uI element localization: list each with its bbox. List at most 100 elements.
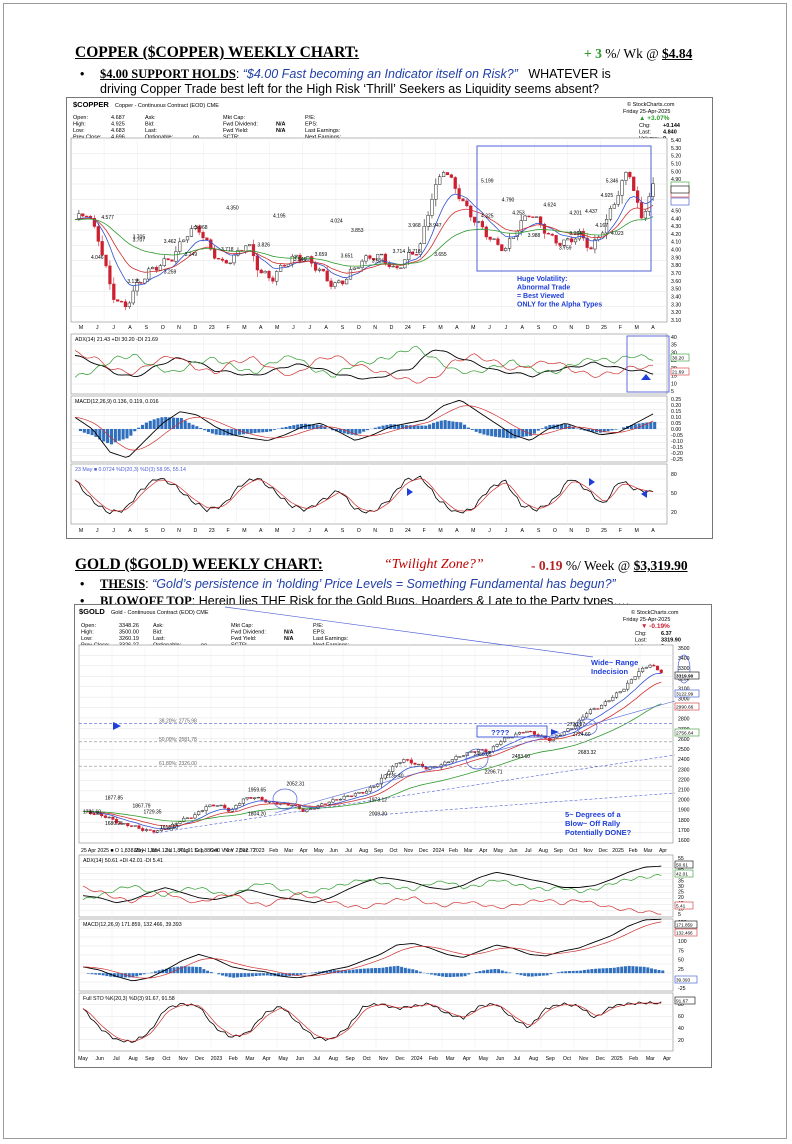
gold-candle — [417, 763, 421, 766]
copper-candle — [554, 235, 558, 244]
gold-macd-hist — [650, 968, 654, 974]
copper-macd-hist — [179, 418, 183, 429]
copper-price-axis-label: 4.30 — [671, 224, 681, 230]
copper-macd-axis-label: 0.00 — [671, 427, 681, 433]
gold-macd-axis-label: 100 — [678, 939, 687, 945]
gold-macd-hist — [620, 966, 624, 974]
gold-desc: Gold - Continuous Contract (EOD) CME — [111, 610, 209, 616]
copper-candle — [247, 244, 252, 247]
copper-candle — [170, 259, 174, 262]
gold-x-label-bottom: Oct — [363, 1056, 372, 1062]
copper-price-axis-label: 5.30 — [671, 146, 681, 152]
copper-price-label: 4.350 — [226, 206, 239, 212]
gold-candle — [238, 803, 242, 806]
gold-macd-hist — [221, 973, 225, 976]
copper-macd-hist — [397, 424, 401, 429]
copper-macd-hist — [106, 429, 110, 444]
copper-candle — [438, 176, 442, 185]
copper-macd-hist — [513, 429, 517, 439]
copper-candle — [628, 172, 632, 178]
copper-candle — [542, 223, 547, 234]
copper-x-label-bottom: J — [292, 528, 295, 534]
copper-macd-hist — [579, 429, 583, 430]
gold-price-label: 2683.32 — [578, 750, 596, 756]
copper-macd-hist — [311, 424, 315, 429]
stat-value: 4.840 — [663, 130, 677, 136]
gold-x-label: Apr — [479, 848, 487, 854]
copper-candle — [550, 233, 554, 236]
copper-adx-highlight — [626, 335, 670, 393]
copper-macd-hist — [412, 425, 416, 429]
copper-x-label: A — [128, 325, 132, 331]
copper-macd-hist — [230, 429, 234, 436]
copper-candle — [96, 226, 100, 242]
gold-candle — [212, 804, 216, 807]
copper-candle — [465, 200, 469, 207]
gold-candle — [178, 821, 182, 824]
gold-macd-hist — [448, 973, 452, 978]
copper-macd-axis-label: -0.10 — [671, 439, 683, 445]
gold-x-label-bottom: Mar — [245, 1056, 254, 1062]
gold-macd-hist — [590, 969, 594, 974]
gold-macd-hist — [500, 970, 504, 974]
gold-price-axis-label: 2500 — [678, 747, 690, 753]
gold-x-label-bottom: Aug — [529, 1056, 538, 1062]
copper-macd-hist — [191, 424, 195, 429]
stat-label: Fwd Yield: — [223, 128, 249, 134]
gold-candle — [96, 813, 100, 815]
gold-macd-hist — [165, 968, 169, 974]
gold-annotation-top: Indecision — [591, 667, 629, 676]
copper-macd-hist — [164, 416, 168, 429]
copper-macd-hist — [140, 424, 145, 429]
copper-sto-label: 23 May ■ 0.0724 %D(20,3) %D(3) 58.95, 55… — [75, 467, 186, 473]
copper-x-label-bottom: M — [438, 528, 442, 534]
copper-macd-hist — [195, 426, 199, 429]
gold-candle — [189, 817, 193, 819]
gold-candle — [133, 825, 137, 827]
copper-x-label-bottom: S — [537, 528, 541, 534]
gold-candle — [129, 825, 134, 827]
copper-macd-hist — [645, 422, 649, 429]
copper-price-label: 3.259 — [164, 270, 177, 276]
copper-x-label: J — [96, 325, 99, 331]
gold-candle — [659, 669, 663, 673]
gold-macd-hist — [474, 971, 478, 974]
gold-macd-hist — [575, 970, 579, 974]
copper-candle — [119, 301, 124, 303]
gold-candle — [357, 791, 361, 794]
gold-candle — [447, 761, 451, 763]
stat-label: P/E: — [305, 115, 316, 121]
gold-x-label-bottom: Sep — [345, 1056, 354, 1062]
copper-price-label: 4.167 — [595, 223, 608, 229]
gold-macd-hist — [265, 973, 269, 976]
copper-candle — [205, 237, 209, 240]
gold-ema-line — [82, 681, 662, 827]
copper-candle — [282, 264, 287, 267]
gold-macd-hist — [355, 969, 359, 974]
copper-macd-hist — [571, 427, 575, 429]
copper-price-axis-label: 4.90 — [671, 177, 681, 183]
gold-candle — [409, 759, 413, 764]
copper-x-label: A — [455, 325, 459, 331]
gold-adx-axis-label: 5 — [678, 912, 681, 918]
gold-macd-hist — [497, 969, 501, 974]
stat-label: Fwd Dividend: — [223, 122, 258, 128]
copper-sto-arrow-icon — [589, 478, 595, 486]
copper-x-label: S — [341, 325, 345, 331]
gold-macd-hist — [142, 973, 146, 975]
gold-price-axis-label: 2600 — [678, 737, 690, 743]
gold-price-axis-label: 2800 — [678, 717, 690, 723]
gold-candle — [402, 759, 406, 763]
gold-candle — [499, 741, 503, 745]
copper-ema-line — [74, 216, 654, 267]
gold-x-label-bottom: Dec — [596, 1056, 606, 1062]
copper-x-label-bottom: J — [112, 528, 115, 534]
copper-x-label: M — [471, 325, 475, 331]
copper-x-label-bottom: N — [177, 528, 181, 534]
gold-macd-hist — [459, 973, 463, 977]
copper-macd-axis-label: -0.05 — [671, 433, 683, 439]
copper-x-label: A — [521, 325, 525, 331]
copper-candle — [216, 258, 221, 260]
gold-candle — [342, 795, 346, 800]
copper-candle — [197, 226, 201, 233]
